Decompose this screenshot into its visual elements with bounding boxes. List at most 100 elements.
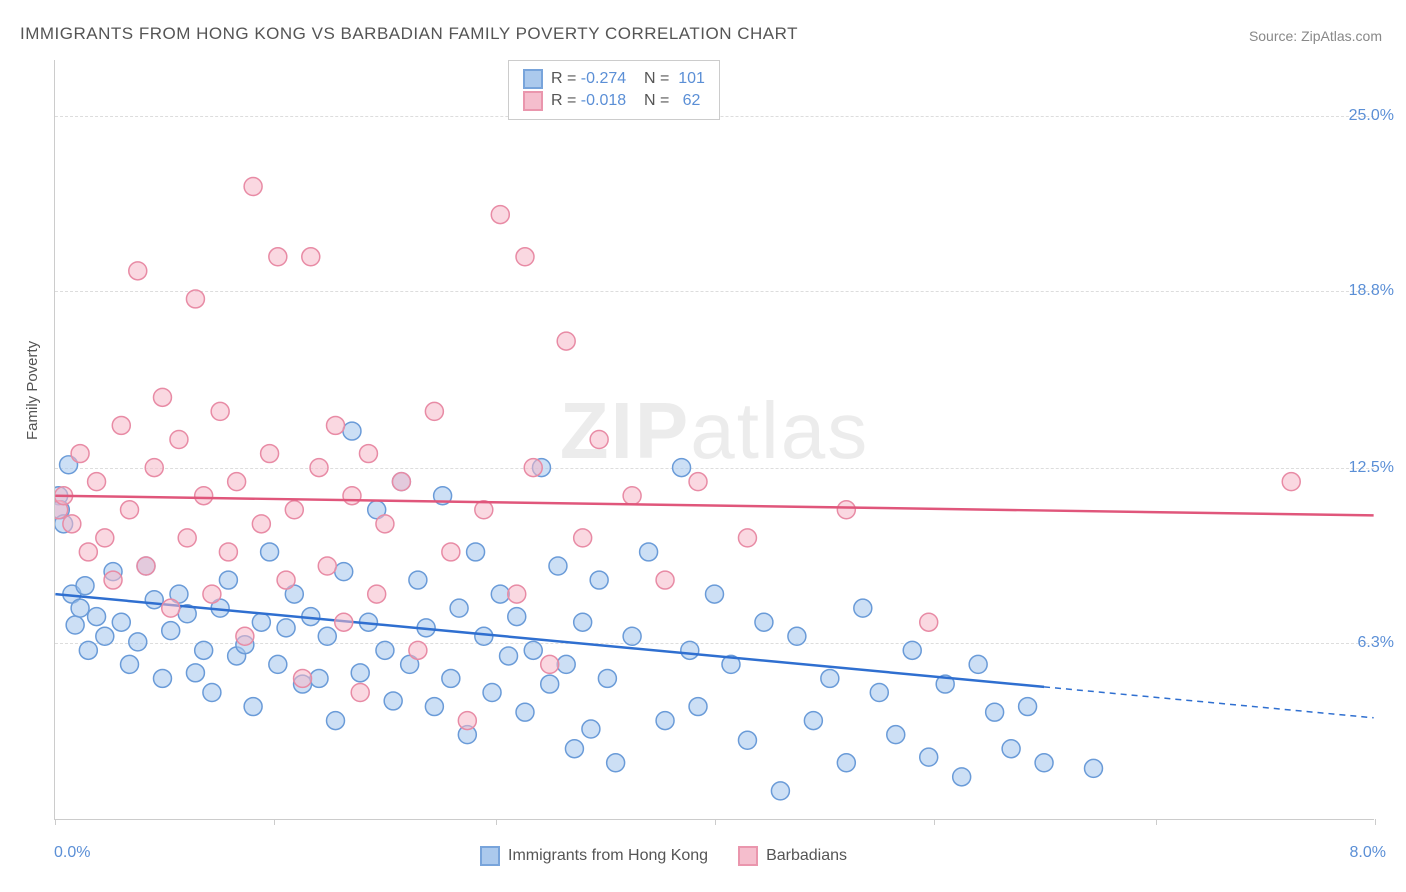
scatter-point <box>903 641 921 659</box>
scatter-point <box>88 473 106 491</box>
scatter-point <box>870 684 888 702</box>
scatter-point <box>854 599 872 617</box>
scatter-point <box>738 731 756 749</box>
scatter-point <box>186 290 204 308</box>
scatter-point <box>541 655 559 673</box>
swatch-hongkong-bottom <box>480 846 500 866</box>
scatter-point <box>228 473 246 491</box>
scatter-point <box>137 557 155 575</box>
scatter-point <box>557 332 575 350</box>
scatter-point <box>203 684 221 702</box>
scatter-point <box>359 445 377 463</box>
x-axis-max-label: 8.0% <box>1350 844 1386 862</box>
scatter-point <box>112 613 130 631</box>
scatter-point <box>195 641 213 659</box>
scatter-point <box>483 684 501 702</box>
scatter-point <box>1085 759 1103 777</box>
scatter-point <box>343 487 361 505</box>
x-tick <box>55 819 56 825</box>
scatter-point <box>1035 754 1053 772</box>
scatter-point <box>425 402 443 420</box>
scatter-point <box>318 627 336 645</box>
scatter-point <box>351 664 369 682</box>
scatter-point <box>261 543 279 561</box>
scatter-point <box>79 543 97 561</box>
scatter-point <box>129 633 147 651</box>
scatter-point <box>71 599 89 617</box>
scatter-point <box>574 613 592 631</box>
scatter-point <box>112 416 130 434</box>
trend-line <box>55 496 1373 516</box>
scatter-point <box>162 599 180 617</box>
scatter-point <box>425 698 443 716</box>
scatter-point <box>500 647 518 665</box>
scatter-point <box>236 627 254 645</box>
swatch-hongkong <box>523 69 543 89</box>
scatter-point <box>574 529 592 547</box>
scatter-point <box>244 698 262 716</box>
scatter-point <box>71 445 89 463</box>
scatter-point <box>76 577 94 595</box>
scatter-point <box>219 571 237 589</box>
scatter-point <box>244 178 262 196</box>
scatter-point <box>170 431 188 449</box>
scatter-point <box>327 416 345 434</box>
scatter-point <box>294 669 312 687</box>
scatter-point <box>640 543 658 561</box>
scatter-point <box>335 613 353 631</box>
scatter-point <box>920 613 938 631</box>
scatter-point <box>409 571 427 589</box>
scatter-point <box>211 402 229 420</box>
scatter-point <box>516 703 534 721</box>
scatter-point <box>656 712 674 730</box>
scatter-point <box>195 487 213 505</box>
scatter-point <box>145 459 163 477</box>
x-tick <box>274 819 275 825</box>
scatter-point <box>343 422 361 440</box>
scatter-point <box>450 599 468 617</box>
scatter-point <box>162 622 180 640</box>
swatch-barbadians <box>523 91 543 111</box>
scatter-point <box>96 529 114 547</box>
scatter-point <box>1002 740 1020 758</box>
scatter-point <box>79 641 97 659</box>
scatter-point <box>788 627 806 645</box>
scatter-point <box>623 627 641 645</box>
scatter-point <box>689 698 707 716</box>
scatter-point <box>969 655 987 673</box>
x-tick <box>715 819 716 825</box>
scatter-point <box>66 616 84 634</box>
scatter-point <box>590 431 608 449</box>
scatter-point <box>557 655 575 673</box>
scatter-point <box>351 684 369 702</box>
scatter-point <box>598 669 616 687</box>
scatter-point <box>467 543 485 561</box>
scatter-point <box>516 248 534 266</box>
scatter-point <box>335 563 353 581</box>
scatter-point <box>186 664 204 682</box>
scatter-point <box>153 388 171 406</box>
x-tick <box>934 819 935 825</box>
scatter-point <box>524 459 542 477</box>
scatter-point <box>376 515 394 533</box>
scatter-svg <box>55 60 1374 819</box>
scatter-point <box>804 712 822 730</box>
scatter-point <box>153 669 171 687</box>
scatter-point <box>524 641 542 659</box>
x-tick <box>1156 819 1157 825</box>
scatter-point <box>368 585 386 603</box>
scatter-point <box>1282 473 1300 491</box>
swatch-barbadians-bottom <box>738 846 758 866</box>
scatter-point <box>607 754 625 772</box>
scatter-point <box>327 712 345 730</box>
legend-row-hongkong: R = -0.274 N = 101 <box>523 69 705 89</box>
scatter-point <box>491 585 509 603</box>
scatter-point <box>203 585 221 603</box>
scatter-point <box>549 557 567 575</box>
scatter-point <box>755 613 773 631</box>
scatter-point <box>986 703 1004 721</box>
scatter-point <box>491 206 509 224</box>
scatter-point <box>121 655 139 673</box>
scatter-point <box>508 608 526 626</box>
scatter-point <box>88 608 106 626</box>
